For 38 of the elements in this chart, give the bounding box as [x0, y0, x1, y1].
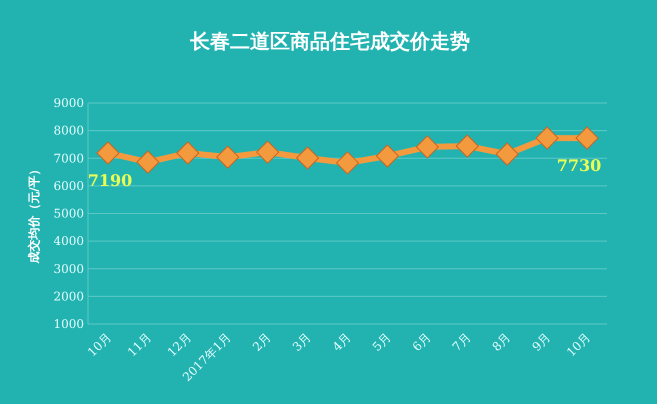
x-tick-label: 4月	[330, 330, 354, 354]
x-tick-label: 12月	[164, 330, 194, 360]
point	[216, 146, 240, 169]
chart-title: 长春二道区商品住宅成交价走势	[189, 29, 470, 53]
x-tick-label: 7月	[450, 330, 474, 354]
x-tick-label: 11月	[124, 330, 154, 360]
y-tick-label: 5000	[53, 206, 84, 220]
point	[496, 142, 519, 166]
point	[456, 134, 479, 158]
x-tick-label: 5月	[370, 330, 394, 354]
y-tick-label: 6000	[53, 178, 84, 193]
data-label: 7730	[556, 156, 602, 176]
y-axis-title: 成交均价（元/平）	[27, 163, 41, 265]
x-tick-label: 10月	[84, 330, 114, 360]
x-tick-label: 2月	[250, 330, 274, 354]
point	[256, 140, 280, 164]
y-tick-label: 1000	[53, 317, 84, 331]
y-tick-label: 3000	[53, 262, 84, 276]
y-tick-label: 8000	[53, 124, 84, 138]
data-label: 7190	[88, 171, 132, 190]
y-tick-label: 9000	[53, 96, 84, 110]
x-tick-label: 10月	[564, 330, 594, 360]
y-tick-label: 4000	[53, 234, 84, 248]
x-tick-label: 9月	[529, 330, 554, 354]
point	[96, 142, 120, 164]
y-tick-label: 2000	[53, 289, 84, 304]
x-tick-label: 8月	[490, 330, 514, 354]
point	[296, 146, 320, 170]
x-tick-label: 3月	[290, 330, 314, 354]
point	[376, 144, 399, 168]
point	[576, 126, 599, 150]
point	[176, 142, 200, 164]
x-tick-label: 6月	[410, 330, 434, 354]
point	[416, 135, 439, 158]
point	[136, 150, 160, 174]
point	[536, 126, 559, 150]
y-tick-label: 7000	[53, 151, 84, 166]
point	[336, 151, 359, 174]
